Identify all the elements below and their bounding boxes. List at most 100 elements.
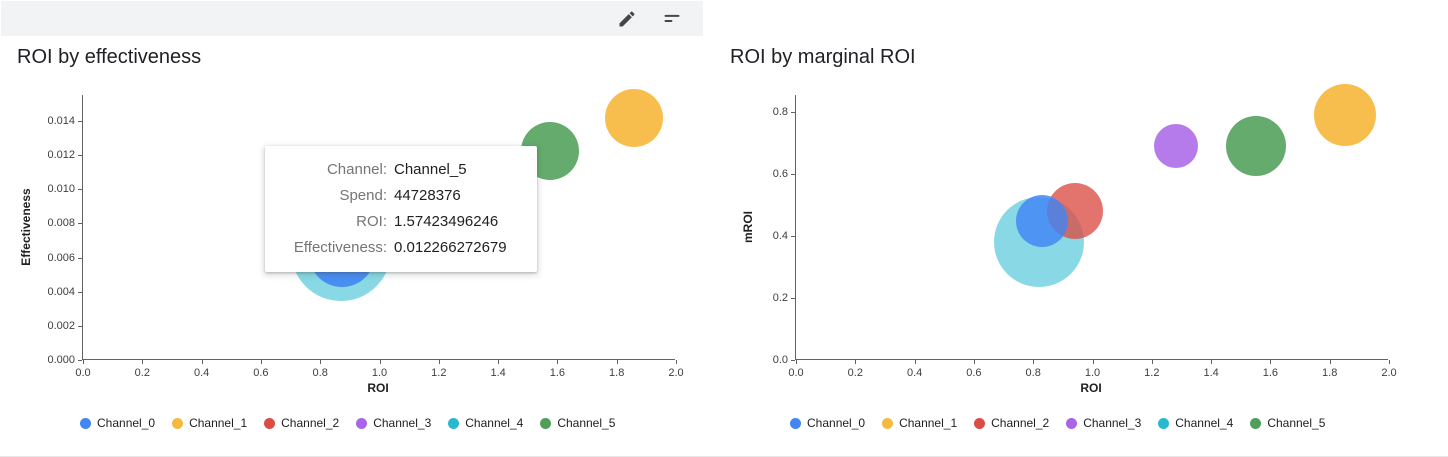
x-tick-label: 0.8	[312, 367, 328, 379]
x-tick-mark	[142, 360, 144, 364]
legend-dot	[1250, 417, 1262, 429]
legend-label: Channel_2	[281, 416, 340, 430]
y-tick-label: 0.006	[47, 251, 75, 264]
tooltip-value: 0.012266272679	[394, 239, 507, 256]
x-tick-mark	[438, 360, 440, 364]
y-tick-mark	[78, 360, 82, 361]
legend-label: Channel_4	[1175, 416, 1234, 430]
x-axis-title: ROI	[1080, 381, 1102, 395]
legend-label: Channel_3	[373, 416, 432, 430]
x-tick-label: 0.6	[253, 367, 269, 379]
y-tick-label: 0.0	[772, 354, 788, 366]
legend-dot	[1158, 417, 1170, 429]
y-tick-mark	[791, 112, 795, 113]
x-tick-mark	[1211, 360, 1213, 364]
tooltip-row: Spend: 44728376	[279, 183, 523, 209]
legend-label: Channel_5	[1267, 416, 1326, 430]
tooltip-row: Effectiveness: 0.012266272679	[279, 235, 523, 261]
x-tick-label: 0.0	[75, 367, 91, 379]
legend-dot	[264, 417, 276, 429]
legend-item-Channel_0[interactable]: Channel_0	[80, 416, 155, 430]
x-tick-label: 0.4	[906, 367, 923, 379]
legend-dot	[790, 417, 801, 429]
x-tick-mark	[1270, 360, 1272, 364]
y-tick-mark	[78, 257, 82, 259]
legend-item-Channel_3[interactable]: Channel_3	[1066, 416, 1141, 430]
y-tick-label: 0.8	[772, 106, 788, 118]
x-tick-label: 0.4	[193, 367, 210, 379]
legend-item-Channel_5[interactable]: Channel_5	[1250, 416, 1325, 430]
legend-item-Channel_2[interactable]: Channel_2	[264, 416, 339, 430]
legend-label: Channel_4	[465, 416, 524, 430]
legend-item-Channel_4[interactable]: Channel_4	[448, 416, 523, 430]
y-tick-mark	[791, 360, 795, 361]
legend-dot	[448, 417, 460, 429]
y-tick-label: 0.004	[47, 285, 75, 298]
x-tick-mark	[260, 360, 262, 364]
y-tick-label: 0.014	[47, 115, 75, 127]
y-tick-label: 0.002	[47, 319, 75, 332]
y-tick-label: 0.2	[772, 292, 788, 304]
y-tick-mark	[78, 325, 82, 327]
tooltip-value: 44728376	[394, 187, 461, 204]
tooltip-value: Channel_5	[394, 161, 467, 178]
tooltip-label: Channel:	[326, 161, 387, 178]
legend-dot	[540, 417, 552, 429]
tooltip-label: Spend:	[339, 187, 387, 204]
x-tick-mark	[616, 360, 618, 364]
x-tick-label: 0.2	[847, 367, 863, 379]
bubble-Channel_1[interactable]	[605, 88, 664, 147]
legend-label: Channel_1	[189, 416, 248, 430]
legend-item-Channel_0[interactable]: Channel_0	[790, 416, 865, 430]
x-tick-mark	[1033, 360, 1035, 364]
x-tick-mark	[1389, 360, 1390, 364]
legend-label: Channel_0	[807, 416, 866, 430]
chart-title: ROI by marginal ROI	[730, 46, 916, 68]
x-tick-mark	[201, 360, 203, 364]
y-tick-label: 0.012	[47, 149, 75, 162]
legend-item-Channel_4[interactable]: Channel_4	[1158, 416, 1233, 430]
x-tick-label: 1.4	[490, 367, 506, 379]
tooltip-row: Channel: Channel_5	[279, 157, 523, 183]
x-tick-mark	[83, 360, 84, 364]
legend-item-Channel_1[interactable]: Channel_1	[172, 416, 247, 430]
legend-item-Channel_1[interactable]: Channel_1	[882, 416, 957, 430]
plot-area: 0.0 0.2 0.4 0.6 0.8 1.0 1.2 1.4 1.6 1.8 2.0 0.0 0.2 0…	[773, 84, 1397, 379]
x-tick-mark	[973, 360, 975, 364]
edit-button[interactable]	[615, 6, 641, 32]
legend-dot	[356, 417, 368, 429]
chart-roi-by-effectiveness: ROI by effectiveness Effectiveness 0.0 0.…	[0, 36, 712, 456]
x-tick-mark	[1329, 360, 1331, 364]
x-tick-label: 2.0	[668, 367, 684, 379]
chart-roi-by-marginal-roi: ROI by marginal ROI mROI 0.0 0.2 0.4 0.6 0.8…	[712, 36, 1448, 456]
legend-dot	[882, 417, 894, 429]
legend-item-Channel_5[interactable]: Channel_5	[540, 416, 615, 430]
x-tick-mark	[676, 360, 677, 364]
bubble-Channel_0[interactable]	[1016, 194, 1069, 247]
bubble-Channel_5[interactable]	[1225, 116, 1286, 177]
y-tick-mark	[791, 298, 795, 299]
legend-item-Channel_3[interactable]: Channel_3	[356, 416, 431, 430]
x-tick-mark	[557, 360, 559, 364]
x-tick-label: 0.6	[966, 367, 982, 379]
bubble-Channel_3[interactable]	[1153, 124, 1198, 169]
x-tick-label: 1.8	[1322, 367, 1338, 379]
y-tick-mark	[78, 291, 82, 293]
filter-button[interactable]	[660, 6, 686, 32]
y-tick-mark	[78, 223, 82, 225]
chart-toolbar	[1, 1, 703, 36]
x-tick-label: 0.8	[1025, 367, 1041, 379]
tooltip-value: 1.57423496246	[394, 213, 499, 230]
tooltip-row: ROI: 1.57423496246	[279, 209, 523, 235]
y-tick-label: 0.010	[47, 183, 75, 196]
bubble-Channel_1[interactable]	[1313, 84, 1376, 147]
legend-item-Channel_2[interactable]: Channel_2	[974, 416, 1049, 430]
x-tick-label: 1.2	[431, 367, 447, 379]
chart-title: ROI by effectiveness	[17, 46, 202, 68]
x-tick-mark	[796, 360, 797, 364]
y-tick-mark	[78, 121, 82, 122]
x-tick-label: 1.2	[1144, 367, 1160, 379]
legend-dot	[1066, 417, 1078, 429]
y-tick-label: 0.000	[47, 354, 75, 366]
